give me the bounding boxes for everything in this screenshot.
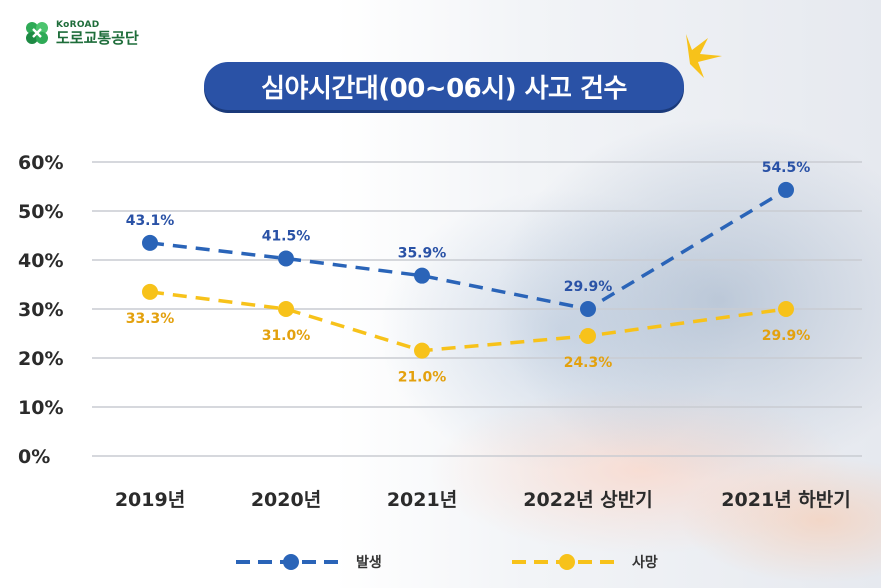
data-point — [142, 234, 158, 251]
data-label: 24.3% — [564, 355, 613, 371]
legend-swatch-occurrence — [236, 554, 346, 570]
data-point — [278, 250, 294, 267]
data-point — [778, 301, 794, 317]
x-tick-label: 2020년 — [251, 489, 321, 511]
page-title: 심야시간대(00~06시) 사고 건수 — [261, 73, 627, 104]
y-tick-label: 0% — [18, 446, 50, 468]
logo-korean: 도로교통공단 — [56, 28, 139, 47]
data-point — [278, 301, 294, 317]
data-point — [580, 327, 596, 344]
series-line-death — [149, 290, 787, 353]
data-label: 33.3% — [126, 311, 175, 327]
data-label: 21.0% — [398, 370, 447, 386]
data-point — [778, 181, 794, 198]
y-tick-label: 20% — [18, 348, 63, 370]
logo-english: KoROAD — [56, 19, 100, 30]
y-tick-label: 30% — [18, 299, 63, 321]
y-tick-label: 40% — [18, 250, 63, 272]
data-label: 29.9% — [564, 279, 613, 295]
data-label: 54.5% — [762, 160, 811, 176]
data-point — [142, 283, 158, 300]
legend-item-death: 사망 — [512, 552, 658, 572]
legend: 발생 사망 — [0, 552, 881, 576]
legend-item-occurrence: 발생 — [236, 552, 382, 572]
x-tick-label: 2021년 — [387, 489, 457, 511]
legend-label-occurrence: 발생 — [356, 555, 382, 571]
legend-swatch-death — [512, 554, 622, 570]
legend-label-death: 사망 — [632, 555, 658, 571]
data-label: 29.9% — [762, 328, 811, 344]
clover-logo-icon — [26, 22, 48, 44]
data-label: 35.9% — [398, 246, 447, 262]
data-label: 31.0% — [262, 328, 311, 344]
data-label: 43.1% — [126, 213, 175, 229]
sparkle-icon — [686, 34, 722, 78]
x-tick-label: 2021년 하반기 — [721, 489, 850, 511]
series-line-occurrence — [149, 188, 787, 311]
y-tick-label: 60% — [18, 152, 63, 174]
data-point — [580, 301, 596, 317]
y-tick-label: 50% — [18, 201, 63, 223]
x-tick-label: 2019년 — [115, 489, 185, 511]
data-point — [414, 342, 430, 359]
koroad-logo: KoROAD 도로교통공단 — [22, 18, 139, 48]
title-banner: 심야시간대(00~06시) 사고 건수 — [204, 62, 684, 110]
data-point — [414, 267, 430, 284]
y-tick-label: 10% — [18, 397, 63, 419]
data-label: 41.5% — [262, 229, 311, 245]
x-tick-label: 2022년 상반기 — [523, 489, 652, 511]
